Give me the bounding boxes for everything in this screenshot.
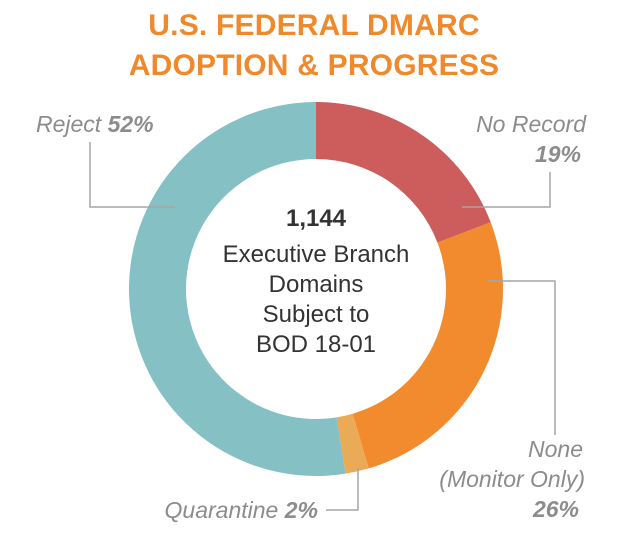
center-number: 1,144 <box>286 205 347 232</box>
label-quarantine-value: 2% <box>284 497 318 523</box>
chart-title-line-1: U.S. FEDERAL DMARC <box>148 9 480 42</box>
center-line-4: BOD 18-01 <box>256 331 376 358</box>
label-quarantine-text: Quarantine <box>165 497 285 523</box>
label-reject-value: 52% <box>108 111 154 137</box>
label-none-value: 26% <box>532 496 579 522</box>
label-none: None <box>528 436 583 462</box>
label-none-sub: (Monitor Only) <box>439 466 585 492</box>
label-reject-text: Reject <box>36 111 108 137</box>
center-line-3: Subject to <box>263 301 370 328</box>
center-line-2: Domains <box>269 271 364 298</box>
slice-reject <box>129 102 346 476</box>
center-line-1: Executive Branch <box>223 241 410 268</box>
label-reject: Reject 52% <box>36 111 154 137</box>
label-no-record: No Record <box>476 111 587 137</box>
label-no-record-value: 19% <box>535 141 581 167</box>
slice-no-record <box>316 102 491 243</box>
leader-line-no-record <box>462 172 551 208</box>
center-label: 1,144 Executive Branch Domains Subject t… <box>223 205 410 358</box>
slice-none <box>352 222 503 469</box>
leader-lines <box>89 142 556 511</box>
slice-labels: No Record 19% None (Monitor Only) 26% Quarant… <box>36 111 587 523</box>
leader-line-quarantine <box>326 468 359 511</box>
donut-slices <box>129 102 503 476</box>
leader-line-none <box>488 280 556 435</box>
slice-quarantine <box>336 413 369 474</box>
chart-title: U.S. FEDERAL DMARC ADOPTION & PROGRESS <box>0 6 628 86</box>
chart-title-line-2: ADOPTION & PROGRESS <box>128 49 500 82</box>
label-quarantine: Quarantine 2% <box>165 497 318 523</box>
leader-line-reject <box>89 142 175 208</box>
